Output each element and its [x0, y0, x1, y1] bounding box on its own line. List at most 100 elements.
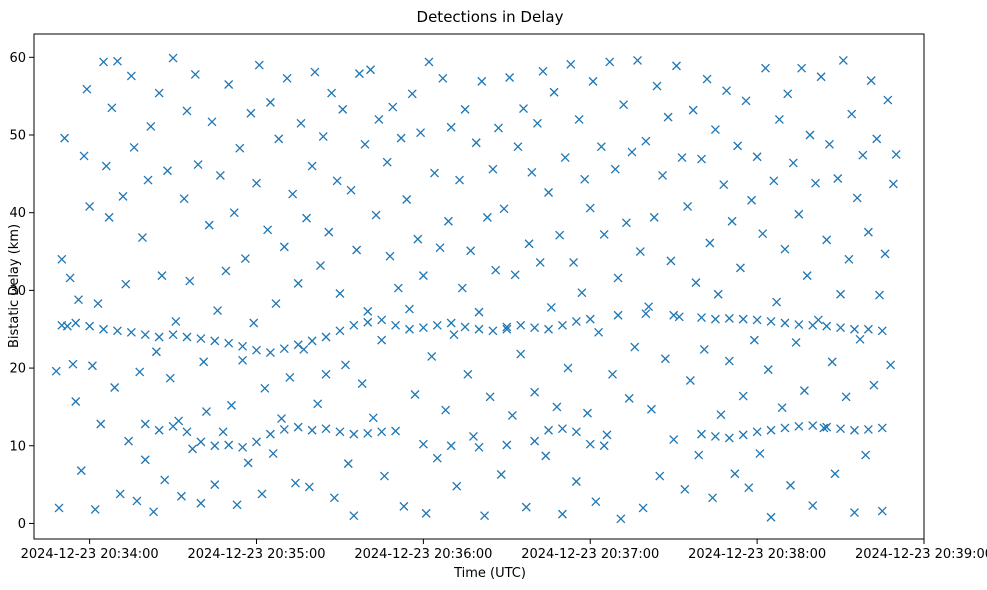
data-point	[157, 271, 167, 281]
data-point	[741, 96, 751, 106]
data-point	[630, 342, 640, 352]
data-point	[688, 105, 698, 115]
data-point	[352, 245, 362, 255]
data-point	[713, 289, 723, 299]
track-point	[641, 309, 651, 319]
data-point	[310, 67, 320, 77]
x-tick-label: 2024-12-23 20:34:00	[21, 547, 159, 562]
data-point	[491, 265, 501, 275]
data-point	[193, 160, 203, 169]
x-axis: 2024-12-23 20:34:00 2024-12-23 20:35:00 20…	[21, 539, 987, 562]
marker-layer	[51, 53, 901, 524]
data-point	[341, 360, 350, 370]
data-point	[112, 56, 122, 66]
track-point	[808, 320, 818, 330]
data-point	[758, 229, 768, 239]
data-point	[471, 138, 481, 148]
track-point	[877, 423, 887, 433]
track-point	[697, 429, 706, 439]
data-point	[566, 59, 576, 69]
data-point	[616, 514, 626, 524]
track-point	[738, 314, 748, 324]
data-point	[685, 376, 695, 385]
data-point	[752, 152, 762, 162]
track-point	[794, 320, 804, 330]
data-point	[735, 263, 745, 273]
data-point	[585, 203, 595, 213]
data-point	[538, 66, 548, 76]
track-point	[140, 419, 150, 429]
data-point	[68, 359, 78, 369]
data-point	[410, 390, 420, 399]
data-point	[599, 229, 609, 239]
data-point	[680, 484, 690, 494]
data-point	[749, 335, 759, 345]
data-point	[438, 73, 448, 83]
data-point	[368, 413, 378, 423]
data-point	[424, 57, 434, 67]
y-tick-label: 30	[9, 284, 26, 299]
data-point	[318, 132, 328, 142]
data-point	[257, 489, 267, 499]
data-point	[563, 363, 573, 373]
data-point	[213, 306, 223, 316]
data-point	[510, 270, 520, 280]
data-point	[802, 271, 812, 281]
data-point	[669, 435, 679, 445]
data-point	[808, 501, 818, 511]
track-point	[349, 320, 359, 330]
data-point	[605, 57, 615, 67]
data-point	[388, 102, 398, 112]
data-point	[282, 73, 292, 83]
track-point	[85, 321, 95, 331]
data-point	[160, 475, 170, 485]
data-point	[443, 216, 453, 226]
data-point	[460, 104, 470, 114]
y-tick-label: 10	[9, 439, 26, 454]
data-point	[238, 355, 248, 365]
data-point	[346, 185, 356, 195]
data-point	[421, 508, 431, 518]
track-point	[279, 424, 289, 434]
data-point	[121, 279, 131, 289]
data-point	[366, 65, 375, 75]
track-point	[182, 427, 192, 437]
data-point	[777, 403, 787, 413]
data-point	[532, 118, 542, 128]
data-point	[660, 354, 670, 364]
track-point	[474, 324, 484, 334]
data-point	[672, 61, 681, 71]
track-point	[293, 422, 303, 432]
y-tick-label: 0	[18, 517, 26, 532]
data-point	[165, 373, 175, 383]
data-point	[224, 80, 234, 89]
data-point	[60, 133, 70, 143]
data-point	[324, 227, 334, 237]
data-point	[877, 506, 887, 516]
track-point	[599, 441, 609, 451]
data-point	[418, 271, 428, 281]
track-point	[822, 321, 832, 331]
data-point	[496, 470, 506, 479]
data-point	[727, 216, 737, 226]
track-point	[863, 424, 873, 434]
track-point	[710, 314, 720, 324]
track-point	[57, 320, 67, 330]
data-point	[883, 95, 893, 105]
y-axis-title: Bistatic Delay (km)	[7, 224, 22, 348]
data-point	[505, 73, 515, 82]
data-point	[118, 191, 128, 201]
data-point	[485, 392, 495, 402]
data-point	[274, 134, 284, 144]
data-point	[596, 142, 606, 152]
data-point	[302, 213, 312, 223]
data-point	[168, 53, 178, 63]
track-point	[196, 334, 206, 344]
track-point	[863, 324, 873, 334]
data-point	[819, 423, 829, 433]
data-point	[844, 254, 854, 264]
data-point	[115, 489, 125, 499]
data-point	[190, 69, 200, 79]
data-point	[218, 427, 228, 437]
data-point	[674, 312, 684, 322]
